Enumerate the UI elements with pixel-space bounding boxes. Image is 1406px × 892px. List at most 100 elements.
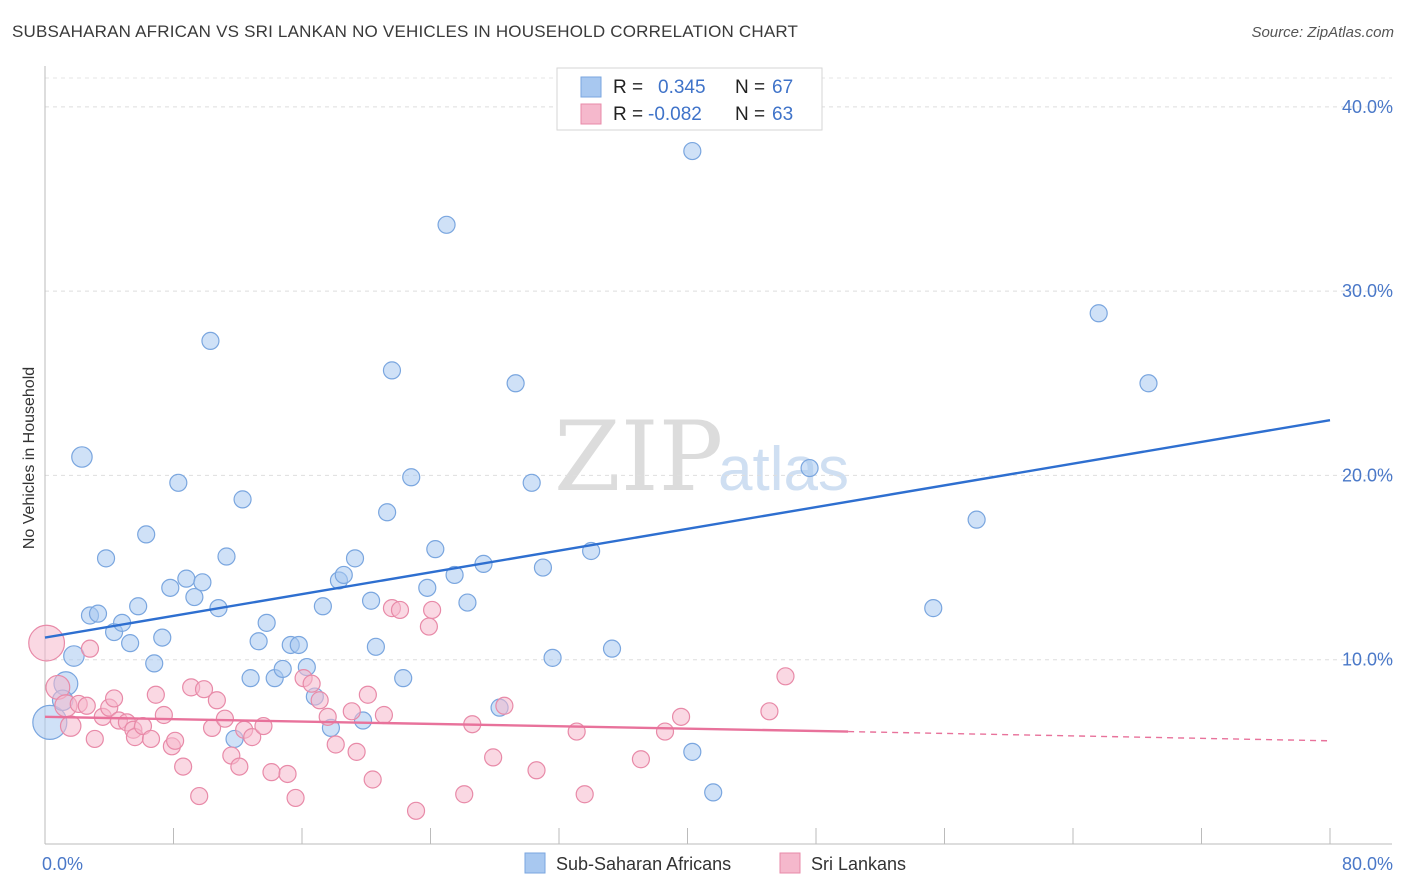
data-point-sri-lankan [671, 707, 691, 726]
legend-swatch-blue [580, 76, 602, 98]
data-point-sri-lankan [59, 715, 82, 737]
data-point-sri-lankan [455, 785, 474, 804]
data-point-sri-lankan [141, 729, 161, 749]
legend-swatch-pink [580, 103, 602, 125]
data-point-sri-lankan [243, 728, 262, 747]
data-point-sub-saharan [313, 597, 332, 616]
data-point-sub-saharan [1139, 374, 1158, 393]
y-tick-label: 20.0% [1342, 465, 1393, 485]
data-point-sub-saharan [543, 648, 562, 667]
legend-swatch-sub-saharan [524, 852, 546, 874]
data-point-sub-saharan [426, 540, 445, 559]
data-point-sri-lankan [77, 696, 96, 715]
data-point-sub-saharan [345, 549, 365, 568]
data-point-sub-saharan [193, 573, 212, 592]
data-point-sub-saharan [382, 361, 402, 380]
data-point-sri-lankan [190, 786, 209, 806]
data-point-sri-lankan [760, 702, 779, 721]
data-point-sub-saharan [533, 558, 553, 577]
data-point-sub-saharan [129, 597, 148, 616]
y-axis-title: No Vehicles in Household [21, 367, 38, 549]
legend-r-value: -0.082 [648, 104, 702, 125]
grid-lines [45, 77, 1392, 661]
watermark-zip: ZIP [554, 401, 723, 513]
data-point-sub-saharan [378, 503, 397, 522]
data-point-sub-saharan [522, 473, 541, 492]
series-sri-lankans [28, 599, 795, 820]
data-point-sub-saharan [334, 565, 353, 585]
data-point-sri-lankan [374, 705, 394, 725]
data-point-sri-lankan [363, 770, 382, 789]
data-point-sri-lankan [194, 680, 214, 699]
data-point-sri-lankan [154, 705, 173, 725]
data-point-sub-saharan [418, 578, 437, 597]
legend-n-value: 63 [772, 104, 793, 125]
data-point-sri-lankan [262, 763, 281, 782]
legend-n-label: N = [735, 77, 765, 98]
data-point-sub-saharan [96, 549, 116, 568]
data-point-sri-lankan [230, 757, 249, 776]
data-point-sub-saharan [153, 628, 172, 647]
trend-line-extension [848, 730, 1331, 742]
data-point-sub-saharan [1089, 304, 1108, 323]
data-point-sri-lankan [423, 600, 442, 620]
data-point-sub-saharan [366, 637, 385, 656]
data-point-sri-lankan [390, 600, 410, 620]
trend-lines [44, 418, 1331, 742]
data-point-sub-saharan [273, 659, 292, 679]
data-point-sub-saharan [88, 604, 108, 623]
data-point-sri-lankan [776, 667, 795, 686]
data-point-sub-saharan [241, 669, 260, 688]
data-point-sub-saharan [121, 634, 140, 653]
data-point-sub-saharan [177, 569, 196, 588]
series-legend: Sub-Saharan Africans Sri Lankans [524, 852, 906, 874]
correlation-legend: R = 0.345 N = 67 R = -0.082 N = 63 [556, 67, 823, 131]
data-point-sri-lankan [342, 702, 361, 721]
legend-r-label: R = [613, 77, 643, 98]
data-point-sri-lankan [419, 617, 438, 636]
trend-line-sri-lankan [44, 715, 849, 733]
data-point-sub-saharan [967, 510, 986, 529]
data-point-sub-saharan [402, 468, 421, 487]
data-point-sub-saharan [217, 547, 236, 566]
data-point-sub-saharan [137, 525, 156, 544]
legend-n-label: N = [735, 104, 765, 125]
data-point-sri-lankan [326, 735, 345, 754]
data-point-sri-lankan [347, 742, 366, 761]
legend-r-label: R = [613, 104, 643, 125]
data-point-sub-saharan [506, 374, 525, 393]
data-point-sub-saharan [145, 654, 164, 673]
y-tick-label: 10.0% [1342, 650, 1393, 670]
data-point-sub-saharan [924, 599, 943, 618]
data-point-sri-lankan [575, 785, 594, 804]
data-point-sub-saharan [71, 446, 93, 468]
data-point-sri-lankan [358, 685, 377, 704]
data-point-sub-saharan [704, 783, 723, 802]
data-point-sub-saharan [394, 669, 413, 688]
data-point-sub-saharan [169, 473, 188, 492]
legend-n-value: 67 [772, 77, 793, 98]
data-point-sub-saharan [683, 742, 702, 761]
data-point-sri-lankan [484, 748, 503, 767]
data-point-sub-saharan [437, 215, 456, 234]
x-tick-label: 80.0% [1342, 854, 1393, 874]
data-point-sri-lankan [80, 639, 100, 658]
data-point-sri-lankan [655, 722, 675, 741]
data-point-sri-lankan [631, 750, 651, 769]
data-point-sri-lankan [310, 691, 329, 710]
data-point-sri-lankan [302, 674, 321, 693]
watermark-atlas: atlas [718, 435, 849, 504]
tick-labels: 10.0% 20.0% 30.0% 40.0% 0.0% 80.0% [42, 97, 1393, 874]
data-point-sri-lankan [527, 761, 546, 780]
data-point-sri-lankan [215, 709, 234, 728]
data-point-sub-saharan [249, 632, 268, 651]
data-point-sri-lankan [278, 764, 297, 784]
data-point-sub-saharan [233, 490, 252, 509]
data-point-sub-saharan [800, 458, 819, 478]
data-point-sub-saharan [63, 645, 85, 667]
source-label: Source: ZipAtlas.com [1251, 24, 1394, 41]
legend-r-value: 0.345 [658, 77, 706, 98]
data-point-sri-lankan [85, 729, 104, 749]
data-point-sri-lankan [28, 624, 66, 662]
